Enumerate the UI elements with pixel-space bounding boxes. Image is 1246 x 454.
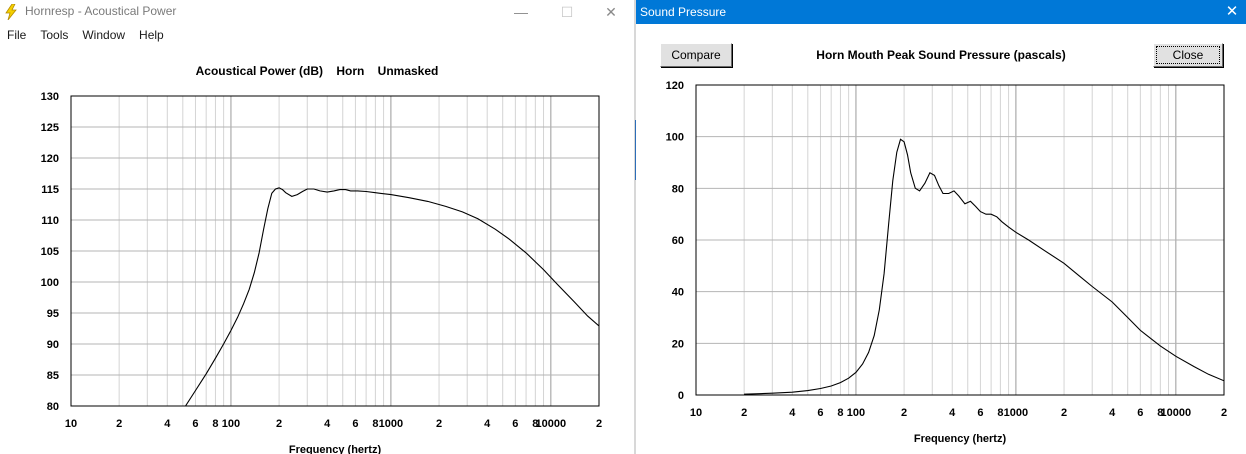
x-tick-label: 8	[372, 418, 378, 430]
y-tick-label: 125	[41, 122, 59, 134]
close-button[interactable]: Close	[1153, 43, 1223, 67]
acoustical-power-chart: 80 85 90 95 100 105 110 115 120 125 130 10 2 4 6 8 100 2 4…	[41, 91, 602, 454]
window-title: Hornresp - Acoustical Power	[25, 4, 177, 18]
x-tick-label: 6	[977, 407, 983, 419]
sound-pressure-window: Sound Pressure ✕ Compare Horn Mouth Peak…	[636, 0, 1246, 454]
x-tick-label: 6	[352, 418, 358, 430]
y-tick-label: 120	[666, 80, 684, 92]
close-icon[interactable]: ✕	[1225, 3, 1239, 20]
x-tick-label: 1000	[1004, 407, 1028, 419]
x-tick-label: 4	[324, 418, 331, 430]
x-tick-label: 100	[847, 407, 865, 419]
x-tick-label: 2	[1061, 407, 1067, 419]
x-tick-label: 2	[901, 407, 907, 419]
x-tick-label: 4	[164, 418, 171, 430]
menu-file[interactable]: File	[7, 28, 27, 42]
menu-tools[interactable]: Tools	[40, 28, 69, 42]
chart-title: Horn Mouth Peak Sound Pressure (pascals)	[816, 48, 1066, 62]
y-tick-label: 80	[672, 183, 684, 195]
window-title: Sound Pressure	[640, 5, 727, 19]
x-tick-label: 8	[997, 407, 1003, 419]
acoustical-power-window: Hornresp - Acoustical Power — ☐ ✕ File T…	[0, 0, 634, 454]
plot-frame	[695, 84, 1225, 396]
x-tick-label: 6	[817, 407, 823, 419]
y-tick-label: 60	[672, 235, 684, 247]
x-tick-label: 8	[532, 418, 538, 430]
menu-help[interactable]: Help	[139, 28, 164, 42]
menu-bar: File Tools Window Help	[0, 26, 171, 44]
x-tick-label: 2	[741, 407, 747, 419]
x-tick-label: 8	[1157, 407, 1163, 419]
close-button[interactable]: ✕	[605, 3, 617, 20]
y-tick-label: 130	[41, 91, 59, 103]
maximize-button[interactable]: ☐	[560, 3, 574, 20]
x-tick-label: 6	[512, 418, 518, 430]
y-tick-label: 110	[41, 215, 59, 227]
y-tick-label: 80	[47, 401, 59, 413]
x-tick-label: 10	[690, 407, 702, 419]
minimize-button[interactable]: —	[514, 4, 528, 20]
plot-frame	[70, 95, 600, 407]
x-tick-label: 10000	[536, 418, 567, 430]
y-tick-label: 85	[47, 370, 59, 382]
x-tick-label: 4	[949, 407, 956, 419]
window-divider	[634, 0, 636, 454]
x-tick-label: 2	[116, 418, 122, 430]
y-tick-label: 100	[41, 277, 59, 289]
x-tick-label: 8	[212, 418, 218, 430]
window-title-bar[interactable]: Hornresp - Acoustical Power — ☐ ✕	[0, 0, 634, 24]
x-tick-label: 10	[65, 418, 77, 430]
x-tick-label: 1000	[379, 418, 403, 430]
y-tick-label: 120	[41, 153, 59, 165]
y-tick-label: 95	[47, 308, 59, 320]
y-tick-label: 0	[678, 390, 684, 402]
x-tick-label: 2	[1221, 407, 1227, 419]
x-tick-label: 2	[436, 418, 442, 430]
y-tick-label: 40	[672, 287, 684, 299]
compare-button[interactable]: Compare	[660, 43, 732, 67]
x-tick-label: 4	[1109, 407, 1116, 419]
x-tick-label: 6	[1137, 407, 1143, 419]
y-tick-label: 115	[41, 184, 59, 196]
y-tick-label: 90	[47, 339, 59, 351]
y-tick-label: 100	[666, 132, 684, 144]
x-axis-label: Frequency (hertz)	[914, 433, 1007, 445]
y-tick-label: 105	[41, 246, 59, 258]
x-tick-label: 100	[222, 418, 240, 430]
x-tick-label: 4	[484, 418, 491, 430]
x-tick-label: 8	[837, 407, 843, 419]
menu-window[interactable]: Window	[82, 28, 126, 42]
data-series-line	[744, 138, 1224, 395]
y-tick-label: 20	[672, 338, 684, 350]
chart-title: Acoustical Power (dB) Horn Unmasked	[195, 64, 439, 78]
x-tick-label: 10000	[1161, 407, 1192, 419]
compare-button-label: Compare	[671, 48, 721, 62]
x-tick-label: 6	[192, 418, 198, 430]
data-series-line	[185, 187, 599, 406]
close-button-label: Close	[1172, 48, 1204, 62]
window-title-bar[interactable]: Sound Pressure ✕	[636, 0, 1246, 24]
x-tick-label: 2	[276, 418, 282, 430]
lightning-bolt-icon	[5, 4, 17, 20]
x-tick-label: 2	[596, 418, 602, 430]
x-tick-label: 4	[789, 407, 796, 419]
x-axis-label: Frequency (hertz)	[289, 444, 382, 454]
